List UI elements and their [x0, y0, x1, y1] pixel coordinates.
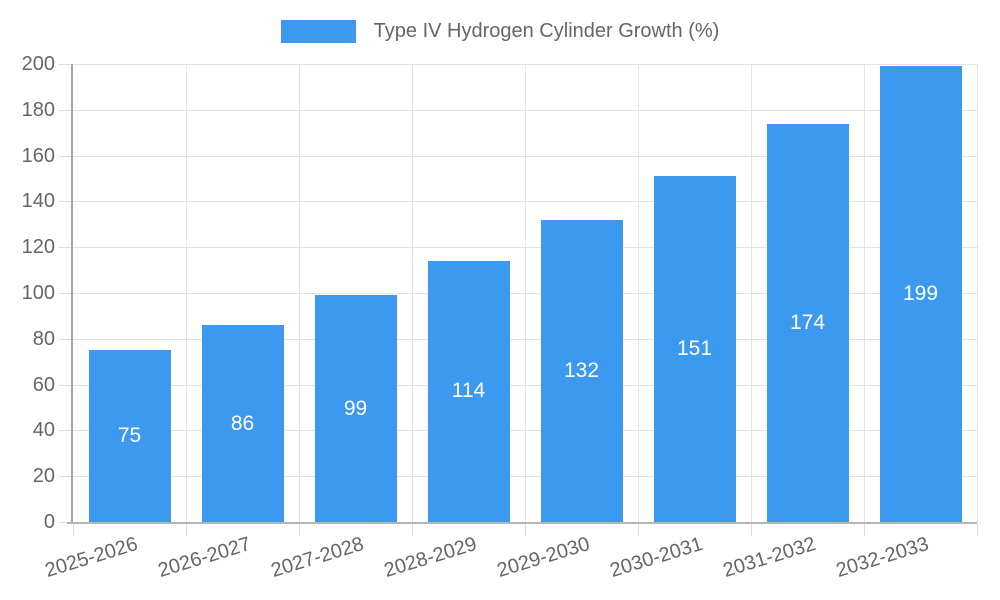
- x-tick-label: 2025-2026: [42, 532, 141, 582]
- x-tick: [186, 524, 187, 536]
- x-gridline: [977, 64, 978, 522]
- bar-value-label: 114: [451, 379, 486, 403]
- y-axis-line: [71, 64, 73, 524]
- x-tick: [864, 524, 865, 536]
- y-tick-label: 160: [21, 145, 55, 167]
- y-tick: [59, 64, 73, 65]
- x-gridline: [638, 64, 639, 522]
- x-tick-label: 2029-2030: [494, 532, 593, 582]
- bar-value-label: 86: [230, 411, 255, 435]
- x-tick: [751, 524, 752, 536]
- bar: [88, 350, 171, 522]
- bar-value-label: 199: [902, 282, 939, 306]
- x-tick-label: 2031-2032: [720, 532, 819, 582]
- y-tick: [59, 156, 73, 157]
- y-tick-label: 100: [21, 282, 55, 304]
- bar-value-label: 151: [676, 337, 713, 361]
- y-tick: [59, 293, 73, 294]
- x-tick: [525, 524, 526, 536]
- legend-label: Type IV Hydrogen Cylinder Growth (%): [373, 20, 720, 42]
- y-tick-label: 40: [32, 419, 55, 441]
- bar: [314, 295, 397, 522]
- y-tick-label: 20: [32, 465, 55, 487]
- y-tick-label: 140: [21, 190, 55, 212]
- x-tick-label: 2032-2033: [833, 532, 932, 582]
- x-gridline: [186, 64, 187, 522]
- x-gridline: [412, 64, 413, 522]
- bar: [653, 176, 736, 522]
- y-tick: [59, 385, 73, 386]
- x-tick: [977, 524, 978, 536]
- x-tick-label: 2027-2028: [268, 532, 367, 582]
- y-tick: [59, 339, 73, 340]
- bar: [540, 219, 623, 522]
- x-gridline: [299, 64, 300, 522]
- x-gridline: [751, 64, 752, 522]
- x-tick: [412, 524, 413, 536]
- y-tick-label: 180: [21, 99, 55, 121]
- y-tick: [59, 201, 73, 202]
- y-tick-label: 0: [43, 511, 55, 533]
- y-tick: [59, 110, 73, 111]
- x-gridline: [864, 64, 865, 522]
- bar: [879, 66, 962, 522]
- y-tick: [59, 247, 73, 248]
- bar: [201, 325, 284, 522]
- legend-swatch: [280, 20, 356, 43]
- y-tick-label: 80: [32, 328, 55, 350]
- x-axis-line: [67, 522, 977, 524]
- bar-value-label: 174: [789, 310, 826, 334]
- y-tick-label: 120: [21, 236, 55, 258]
- x-tick-label: 2026-2027: [155, 532, 254, 582]
- y-tick-label: 60: [32, 374, 55, 396]
- x-gridline: [525, 64, 526, 522]
- legend-item[interactable]: Type IV Hydrogen Cylinder Growth (%): [0, 20, 1000, 43]
- y-tick: [59, 476, 73, 477]
- y-tick-label: 200: [21, 53, 55, 75]
- bar: [766, 123, 849, 522]
- y-tick: [59, 430, 73, 431]
- bar: [427, 260, 510, 522]
- bar-value-label: 99: [343, 396, 368, 420]
- bar-value-label: 75: [117, 424, 142, 448]
- x-tick-label: 2028-2029: [381, 532, 480, 582]
- bar-value-label: 132: [563, 358, 600, 382]
- x-tick-label: 2030-2031: [607, 532, 706, 582]
- y-tick: [59, 522, 73, 523]
- x-tick: [299, 524, 300, 536]
- x-tick: [73, 524, 74, 536]
- x-tick: [638, 524, 639, 536]
